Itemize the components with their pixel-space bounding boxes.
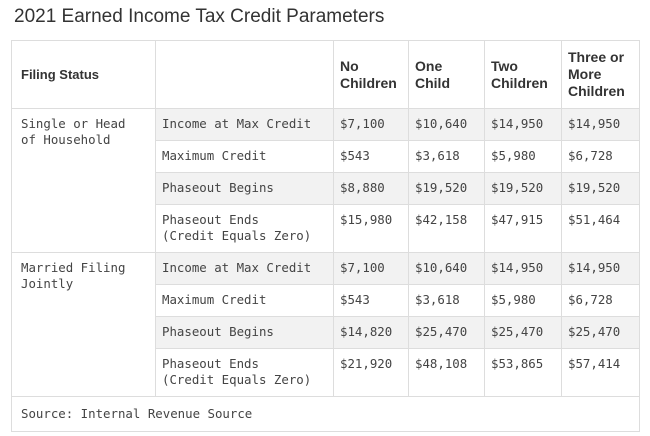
value-cell: $7,100 xyxy=(333,252,409,285)
value-cell: $6,728 xyxy=(561,284,640,317)
value-cell: $14,950 xyxy=(561,108,640,141)
value-cell: $14,950 xyxy=(484,252,562,285)
value-cell: $14,820 xyxy=(333,316,409,349)
parameter-label: Phaseout Begins xyxy=(155,172,334,205)
value-cell: $21,920 xyxy=(333,348,409,397)
header-parameter xyxy=(155,40,334,109)
value-cell: $25,470 xyxy=(408,316,485,349)
value-cell: $5,980 xyxy=(484,140,562,173)
value-cell: $5,980 xyxy=(484,284,562,317)
header-filing-status: Filing Status xyxy=(11,40,156,109)
value-cell: $47,915 xyxy=(484,204,562,253)
header-three-or-more: Three or More Children xyxy=(561,40,640,109)
source-note: Source: Internal Revenue Source xyxy=(11,396,640,432)
parameter-label: Maximum Credit xyxy=(155,284,334,317)
value-cell: $51,464 xyxy=(561,204,640,253)
parameter-label: Income at Max Credit xyxy=(155,108,334,141)
value-cell: $10,640 xyxy=(408,108,485,141)
parameter-label: Maximum Credit xyxy=(155,140,334,173)
table-row: Married Filing Jointly Income at Max Cre… xyxy=(11,252,640,397)
value-cell: $543 xyxy=(333,284,409,317)
page-title: 2021 Earned Income Tax Credit Parameters xyxy=(14,6,385,27)
value-cell: $42,158 xyxy=(408,204,485,253)
filing-status-single: Single or Head of Household xyxy=(11,108,156,253)
filing-status-married: Married Filing Jointly xyxy=(11,252,156,397)
parameter-label: Income at Max Credit xyxy=(155,252,334,285)
value-cell: $14,950 xyxy=(484,108,562,141)
header-one-child: One Child xyxy=(408,40,485,109)
header-row: Filing Status No Children One Child Two … xyxy=(11,40,640,109)
value-cell: $543 xyxy=(333,140,409,173)
parameter-label: Phaseout Ends (Credit Equals Zero) xyxy=(155,204,334,253)
table-row: Single or Head of Household Income at Ma… xyxy=(11,108,640,253)
table-row: Phaseout Ends (Credit Equals Zero) $21,9… xyxy=(12,348,640,397)
header-no-children: No Children xyxy=(333,40,409,109)
table-row: Phaseout Begins $8,880 $19,520 $19,520 $… xyxy=(12,172,640,205)
value-cell: $6,728 xyxy=(561,140,640,173)
parameter-label: Phaseout Begins xyxy=(155,316,334,349)
value-cell: $25,470 xyxy=(484,316,562,349)
header-two-children: Two Children xyxy=(484,40,562,109)
source-row: Source: Internal Revenue Source xyxy=(11,396,640,432)
value-cell: $14,950 xyxy=(561,252,640,285)
table-row: Phaseout Begins $14,820 $25,470 $25,470 … xyxy=(12,316,640,349)
value-cell: $3,618 xyxy=(408,284,485,317)
eitc-table: Filing Status No Children One Child Two … xyxy=(11,40,640,432)
table-row: Phaseout Ends (Credit Equals Zero) $15,9… xyxy=(12,204,640,253)
value-cell: $57,414 xyxy=(561,348,640,397)
parameter-label: Phaseout Ends (Credit Equals Zero) xyxy=(155,348,334,397)
value-cell: $8,880 xyxy=(333,172,409,205)
value-cell: $19,520 xyxy=(408,172,485,205)
value-cell: $10,640 xyxy=(408,252,485,285)
value-cell: $25,470 xyxy=(561,316,640,349)
value-cell: $15,980 xyxy=(333,204,409,253)
table-row: Maximum Credit $543 $3,618 $5,980 $6,728 xyxy=(12,284,640,317)
value-cell: $19,520 xyxy=(484,172,562,205)
value-cell: $7,100 xyxy=(333,108,409,141)
value-cell: $3,618 xyxy=(408,140,485,173)
value-cell: $19,520 xyxy=(561,172,640,205)
value-cell: $53,865 xyxy=(484,348,562,397)
value-cell: $48,108 xyxy=(408,348,485,397)
table-row: Maximum Credit $543 $3,618 $5,980 $6,728 xyxy=(12,140,640,173)
